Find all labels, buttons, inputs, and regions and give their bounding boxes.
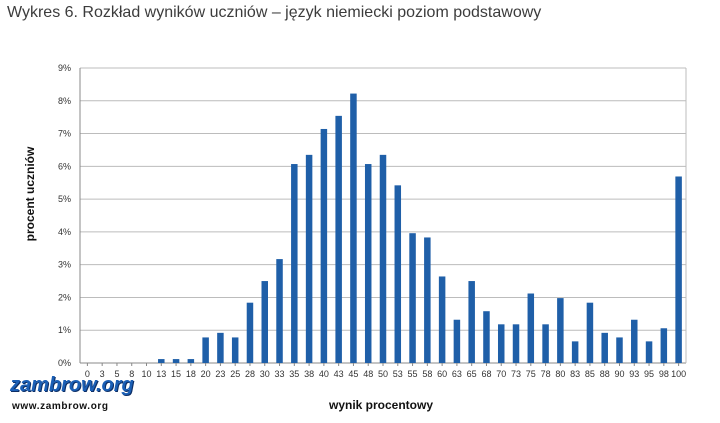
x-tick-label: 90 (614, 369, 624, 379)
bar (172, 359, 180, 363)
bar (660, 328, 668, 363)
x-tick-label: 95 (644, 369, 654, 379)
chart-title: Wykres 6. Rozkład wyników uczniów – języ… (7, 4, 542, 21)
x-tick-label: 8 (129, 369, 134, 379)
x-tick-label: 78 (541, 369, 551, 379)
y-axis-title: procent uczniów (23, 146, 37, 241)
bar (424, 237, 431, 363)
bar (512, 324, 520, 363)
bar (202, 337, 209, 363)
x-tick-label: 93 (629, 369, 639, 379)
x-tick-label: 23 (215, 369, 225, 379)
x-tick-label: 68 (481, 369, 491, 379)
bar (571, 341, 579, 363)
y-tick-label: 9% (58, 63, 71, 73)
axes (79, 68, 687, 366)
y-tick-label: 2% (58, 292, 71, 302)
x-tick-label: 43 (334, 369, 344, 379)
x-tick-label: 98 (659, 369, 669, 379)
bar (335, 115, 342, 363)
x-tick-label: 60 (437, 369, 447, 379)
x-tick-label: 20 (201, 369, 211, 379)
bar (350, 93, 357, 363)
y-tick-label: 1% (58, 325, 71, 335)
bar (631, 319, 638, 363)
x-tick-label: 100 (671, 369, 686, 379)
bar (320, 128, 328, 363)
bar (246, 302, 254, 363)
bar (261, 281, 268, 363)
bar (527, 293, 535, 363)
bar (394, 185, 402, 363)
bar (586, 302, 594, 363)
x-tick-label: 18 (186, 369, 196, 379)
x-tick-label: 33 (275, 369, 285, 379)
x-tick-label: 55 (408, 369, 418, 379)
bar (409, 233, 416, 363)
bar (616, 337, 623, 363)
x-tick-label: 80 (555, 369, 565, 379)
bar (483, 311, 490, 363)
bar (497, 324, 505, 363)
bars (158, 93, 682, 363)
bar (453, 319, 461, 363)
x-tick-label: 58 (422, 369, 432, 379)
x-tick-label: 10 (142, 369, 152, 379)
x-tick-label: 5 (114, 369, 119, 379)
x-tick-labels: 0 3 5 8 10 13 15 18 20 23 25 28 30 33 35 38 40 43 45 48 50 53… (85, 369, 686, 379)
y-tick-label: 8% (58, 96, 71, 106)
y-tick-label: 4% (58, 227, 71, 237)
bar (601, 332, 608, 363)
bar (305, 154, 313, 363)
x-tick-label: 3 (100, 369, 105, 379)
x-tick-label: 0 (85, 369, 90, 379)
x-tick-label: 28 (245, 369, 255, 379)
y-tick-label: 3% (58, 260, 71, 270)
bar (438, 276, 446, 363)
x-tick-label: 63 (452, 369, 462, 379)
x-tick-label: 38 (304, 369, 314, 379)
x-tick-label: 25 (230, 369, 240, 379)
bar (379, 154, 387, 363)
y-tick-label: 7% (58, 129, 71, 139)
bar (645, 341, 653, 363)
y-tick-label: 0% (58, 358, 71, 368)
y-tick-label: 6% (58, 161, 71, 171)
x-tick-label: 50 (378, 369, 388, 379)
x-tick-label: 13 (156, 369, 166, 379)
x-tick-label: 35 (289, 369, 299, 379)
watermark-url: www.zambrow.org (12, 401, 109, 412)
x-tick-label: 30 (260, 369, 270, 379)
bar (217, 332, 224, 363)
x-tick-label: 70 (496, 369, 506, 379)
bar (231, 337, 239, 363)
bar (187, 359, 195, 363)
x-tick-label: 73 (511, 369, 521, 379)
x-tick-label: 53 (393, 369, 403, 379)
bar (291, 164, 298, 363)
x-tick-label: 45 (348, 369, 358, 379)
x-tick-label: 75 (526, 369, 536, 379)
x-tick-label: 83 (570, 369, 580, 379)
bar (542, 324, 549, 363)
bar (276, 259, 283, 363)
x-tick-label: 48 (363, 369, 373, 379)
x-tick-label: 40 (319, 369, 329, 379)
watermark-logo: zambrow.org www.zambrow.org (10, 374, 134, 416)
x-axis-title: wynik procentowy (328, 398, 433, 412)
bar (675, 176, 682, 363)
y-tick-label: 5% (58, 194, 71, 204)
bar (158, 359, 165, 363)
x-tick-label: 65 (467, 369, 477, 379)
y-tick-labels: 0% 1% 2% 3% 4% 5% 6% 7% 8% 9% (58, 63, 71, 368)
bar (364, 164, 372, 363)
bar (557, 298, 564, 363)
watermark-name: zambrow.org (10, 374, 134, 396)
bar (468, 281, 475, 363)
x-tick-label: 88 (600, 369, 610, 379)
x-tick-label: 85 (585, 369, 595, 379)
x-tick-label: 15 (171, 369, 181, 379)
